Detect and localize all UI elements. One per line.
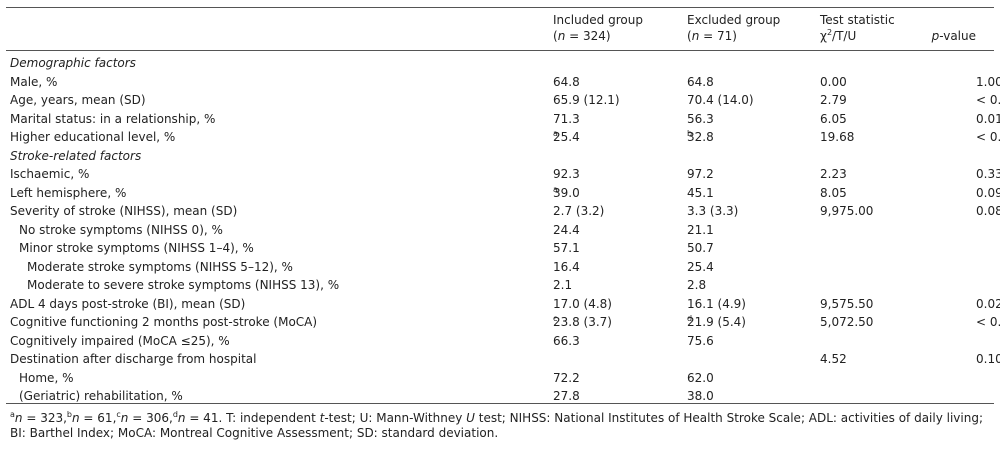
cell-excluded: 32.8 b bbox=[687, 129, 714, 145]
table-row: Severity of stroke (NIHSS), mean (SD) 2.7… bbox=[10, 204, 1000, 218]
cell-included: 39.0 a bbox=[553, 184, 580, 200]
table-row: Cognitively impaired (MoCA ≤25), % 66.3 75… bbox=[10, 333, 714, 348]
table-row: Male, % 64.8 64.8 0.00 1.00 bbox=[10, 74, 1000, 89]
table-row: Age, years, mean (SD) 65.9 (12.1) 70.4 (14… bbox=[10, 93, 1000, 107]
cell-included: 23.8 (3.7) c bbox=[553, 314, 612, 330]
table-row: ADL 4 days post-stroke (BI), mean (SD) 17… bbox=[10, 296, 1000, 311]
section-header-row: Demographic factors bbox=[10, 56, 136, 70]
table-row: Marital status: in a relationship, % 71.3… bbox=[10, 111, 1000, 126]
table-row: No stroke symptoms (NIHSS 0), % 24.4 21.1 bbox=[19, 222, 714, 237]
table-row: (Geriatric) rehabilitation, % 27.8 38.0 bbox=[19, 389, 714, 403]
header-excluded: Excluded group (n = 71) bbox=[687, 13, 781, 43]
section-header-row: Stroke-related factors bbox=[10, 148, 142, 163]
table-row: Moderate stroke symptoms (NIHSS 5–12), %… bbox=[27, 259, 714, 274]
table-row: Minor stroke symptoms (NIHSS 1–4), % 57.1… bbox=[19, 241, 714, 255]
header-rule bbox=[6, 50, 994, 51]
table-footnote: an = 323,bn = 61,cn = 306,dn = 41. T: in… bbox=[10, 410, 984, 441]
table-row: Moderate to severe stroke symptoms (NIHS… bbox=[27, 278, 707, 292]
header-test-statistic: Test statistic χ2/T/U bbox=[820, 13, 895, 43]
cell-excluded: 21.9 (5.4) d bbox=[687, 314, 746, 330]
table-row: Destination after discharge from hospita… bbox=[10, 352, 1000, 366]
table-row: Home, % 72.2 62.0 bbox=[19, 370, 714, 385]
top-rule bbox=[6, 7, 994, 8]
table-row: Higher educational level, % 25.4 a 32.8 b 19.… bbox=[10, 129, 1000, 145]
header-p-value: p-value bbox=[931, 29, 976, 43]
table-row: Ischaemic, % 92.3 97.2 2.23 0.33 bbox=[10, 167, 1000, 181]
table-row: Left hemisphere, % 39.0 a 45.1 8.05 0.09 bbox=[10, 184, 1000, 200]
bottom-rule bbox=[6, 403, 994, 404]
table-row: Cognitive functioning 2 months post-stro… bbox=[10, 314, 1000, 330]
cell-included: 25.4 a bbox=[553, 129, 580, 145]
header-included: Included group (n = 324) bbox=[553, 13, 643, 43]
